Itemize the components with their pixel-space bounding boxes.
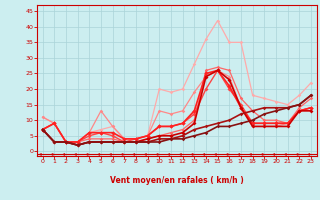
X-axis label: Vent moyen/en rafales ( km/h ): Vent moyen/en rafales ( km/h ) bbox=[110, 176, 244, 185]
